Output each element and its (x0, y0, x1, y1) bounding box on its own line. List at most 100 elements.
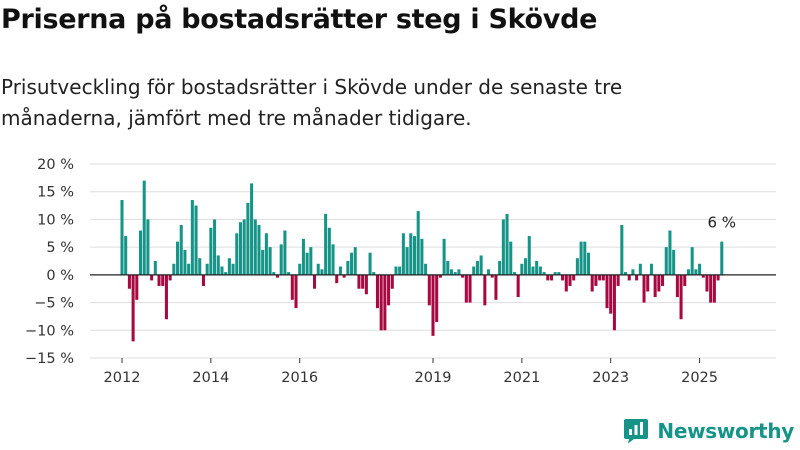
bar (664, 247, 668, 275)
bar (609, 274, 613, 314)
x-tick-label: 2019 (415, 370, 452, 386)
bar (546, 274, 550, 281)
bar (216, 255, 220, 275)
page-title: Priserna på bostadsrätter steg i Skövde (1, 4, 598, 35)
bar (157, 274, 161, 286)
bar (305, 252, 309, 275)
bar (420, 238, 424, 275)
bar (461, 274, 465, 278)
bar (690, 247, 694, 275)
bar (527, 236, 531, 275)
bar (250, 183, 254, 275)
bar (309, 247, 313, 275)
bar (290, 274, 294, 300)
bar (427, 274, 431, 306)
bar (383, 274, 387, 331)
bar (668, 230, 672, 275)
bar (405, 247, 409, 275)
bar (612, 274, 616, 331)
bar (657, 274, 661, 292)
bar (701, 274, 705, 278)
brand-logo: Newsworthy (623, 418, 794, 444)
bar (709, 274, 713, 303)
bar (372, 272, 376, 275)
bar (494, 274, 498, 300)
bar (194, 205, 198, 275)
bar (686, 269, 690, 275)
bar (598, 274, 602, 281)
bar (394, 266, 398, 275)
bar (331, 244, 335, 275)
bar (453, 272, 457, 275)
x-tick-label: 2025 (681, 370, 718, 386)
bar (227, 258, 231, 275)
bar (535, 261, 539, 275)
bar (627, 274, 631, 281)
bar (653, 274, 657, 298)
bar (601, 274, 605, 281)
y-tick-label: −5 % (34, 296, 74, 312)
bar (531, 266, 535, 275)
bar (568, 274, 572, 286)
x-tick-label: 2016 (281, 370, 318, 386)
bar (679, 274, 683, 320)
bar (524, 258, 528, 275)
bar (198, 258, 202, 275)
bar (231, 263, 235, 275)
bar (446, 261, 450, 275)
bar (412, 236, 417, 275)
bar (464, 274, 468, 303)
bar (190, 200, 194, 275)
bar (172, 263, 176, 275)
bar (694, 269, 698, 275)
bar (542, 272, 546, 275)
bar (257, 224, 261, 275)
bar (483, 274, 487, 306)
bar (150, 274, 154, 281)
bar (264, 233, 268, 275)
bar (320, 269, 324, 275)
bar (205, 263, 209, 275)
bar (279, 244, 283, 275)
bar (616, 274, 620, 286)
bar (168, 274, 172, 281)
bar (324, 213, 328, 275)
bar (127, 274, 131, 289)
bar (283, 230, 287, 275)
brand-name: Newsworthy (657, 419, 794, 443)
axis-layer: 20 % 15 % 10 % 5 % 0 % −5 % −10 % −15 % 2012 2014… (25, 157, 776, 386)
bar (342, 274, 346, 278)
bar (272, 272, 276, 275)
bar (705, 274, 709, 292)
bar (424, 263, 428, 275)
bar (583, 241, 587, 275)
bar (698, 263, 702, 275)
bar (375, 274, 379, 309)
bar (442, 238, 446, 275)
bar (361, 274, 365, 289)
bar (379, 274, 383, 331)
bar (387, 274, 391, 306)
bar (472, 266, 476, 275)
bar (475, 261, 479, 275)
bar (449, 269, 454, 275)
bar (224, 272, 228, 275)
bar (246, 202, 250, 275)
bar (479, 255, 483, 275)
bar (512, 272, 516, 275)
bar (179, 224, 183, 275)
bar (124, 236, 128, 275)
page-subtitle: Prisutveckling för bostadsrätter i Skövd… (1, 75, 623, 130)
bar (557, 272, 561, 275)
bar (135, 274, 139, 300)
bar (638, 263, 642, 275)
bar (261, 249, 265, 275)
bar (335, 274, 339, 284)
bar (683, 274, 687, 286)
bar (153, 261, 157, 275)
y-tick-label: 15 % (37, 185, 74, 201)
bar (498, 261, 502, 275)
bar (575, 258, 579, 275)
bar (501, 219, 505, 275)
x-tick-label: 2014 (192, 370, 229, 386)
